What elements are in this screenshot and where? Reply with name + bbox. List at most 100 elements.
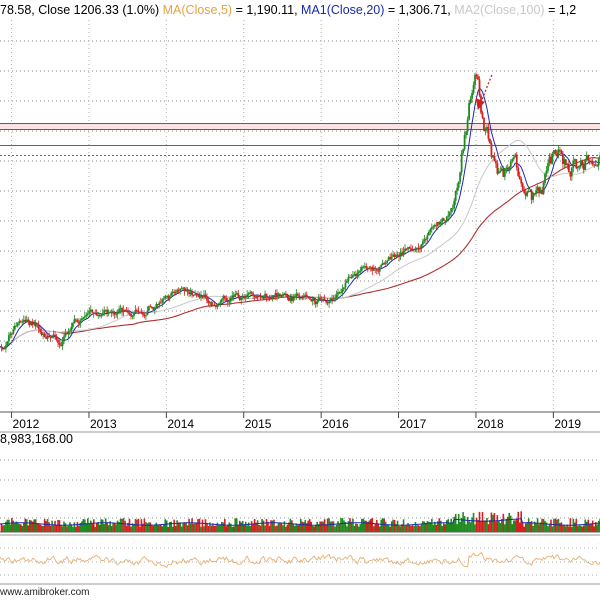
candle-body <box>570 167 573 177</box>
candle-body <box>444 220 447 222</box>
volume-bar <box>61 526 64 532</box>
candle-body <box>107 312 110 314</box>
volume-bar <box>368 520 371 532</box>
volume-bar <box>267 521 269 532</box>
candle-body <box>386 260 389 263</box>
candle-body <box>225 298 228 302</box>
candle-body <box>407 247 409 250</box>
candle-body <box>322 298 325 300</box>
candle-body <box>521 183 524 191</box>
candle-body <box>149 306 152 308</box>
volume-bar <box>206 522 208 532</box>
candle-body <box>302 295 305 299</box>
volume-bar <box>40 525 43 532</box>
candle-body <box>158 302 161 305</box>
candle-body <box>200 295 202 298</box>
candle-body <box>220 299 223 302</box>
volume-bar <box>462 512 464 532</box>
candle-body <box>435 224 438 226</box>
ma20-label: MA1(Close,20) <box>301 3 385 17</box>
volume-bar <box>241 520 244 532</box>
volume-bar <box>45 520 47 532</box>
candle-body <box>494 161 497 164</box>
candle-body <box>590 160 593 162</box>
candle-body <box>19 321 22 323</box>
candle-body <box>573 159 576 161</box>
candle-body <box>505 167 508 169</box>
candle-body <box>104 309 107 311</box>
candle-body <box>128 312 131 314</box>
volume-bar <box>256 520 259 532</box>
candle-body <box>432 226 435 228</box>
volume-bar <box>524 523 527 532</box>
volume-bar <box>259 525 262 532</box>
candle-body <box>234 294 237 297</box>
candle-body <box>194 294 196 296</box>
candle-body <box>131 315 134 317</box>
candle-body <box>92 312 95 315</box>
volume-bar <box>571 526 573 532</box>
volume-bar <box>429 522 432 532</box>
candle-body <box>243 296 246 299</box>
candle-body <box>320 299 323 301</box>
volume-bar <box>526 522 528 532</box>
volume-bar <box>142 523 144 532</box>
candle-body <box>73 319 76 324</box>
volume-bar <box>501 519 503 532</box>
volume-bar <box>154 524 156 532</box>
candle-body <box>414 249 417 251</box>
candle-body <box>115 314 118 316</box>
volume-bar <box>401 524 403 532</box>
candle-body <box>371 267 374 271</box>
candle-body <box>529 190 532 192</box>
volume-bar <box>340 518 342 532</box>
candle-body <box>329 298 332 302</box>
volume-bar <box>60 525 62 532</box>
volume-bar <box>106 522 108 532</box>
candle-body <box>60 344 62 346</box>
candle-body <box>481 112 484 118</box>
volume-bar <box>495 521 497 532</box>
volume-bar <box>507 516 509 532</box>
candle-body <box>61 341 64 346</box>
volume-bar <box>536 518 539 532</box>
volume-bar <box>322 521 324 532</box>
volume-bar <box>568 526 570 532</box>
candle-body <box>340 292 342 294</box>
volume-bar <box>155 522 158 532</box>
candle-body <box>282 294 284 297</box>
volume-bar <box>161 526 164 532</box>
candle-body <box>177 289 180 291</box>
volume-bar <box>294 525 296 532</box>
candle-body <box>276 293 278 297</box>
candle-body <box>538 187 540 194</box>
candle-body <box>292 297 295 302</box>
candle-body <box>159 302 162 304</box>
candle-body <box>566 163 569 166</box>
volume-bar <box>286 524 289 532</box>
volume-bar <box>431 518 433 532</box>
volume-bar <box>407 523 409 532</box>
volume-bar <box>508 512 511 532</box>
candle-body <box>593 164 596 166</box>
candle-body <box>265 293 268 298</box>
candle-body <box>416 247 418 250</box>
candle-body <box>287 297 290 301</box>
candle-body <box>270 298 272 300</box>
candle-body <box>569 172 572 177</box>
volume-bar <box>94 526 97 532</box>
candle-body <box>523 190 526 193</box>
candle-body <box>82 317 85 319</box>
candle-body <box>471 93 473 99</box>
volume-value: 8,983,168.00 <box>0 432 73 446</box>
volume-bar <box>109 521 111 532</box>
candle-body <box>89 309 92 312</box>
volume-bar <box>576 526 579 532</box>
volume-bar <box>151 524 153 532</box>
volume-bar <box>498 520 500 532</box>
volume-bar <box>441 526 444 532</box>
candle-body <box>442 218 445 221</box>
volume-bar <box>48 522 50 532</box>
ohlc-readout: 78.58, Close 1206.33 (1.0%) <box>0 3 160 17</box>
